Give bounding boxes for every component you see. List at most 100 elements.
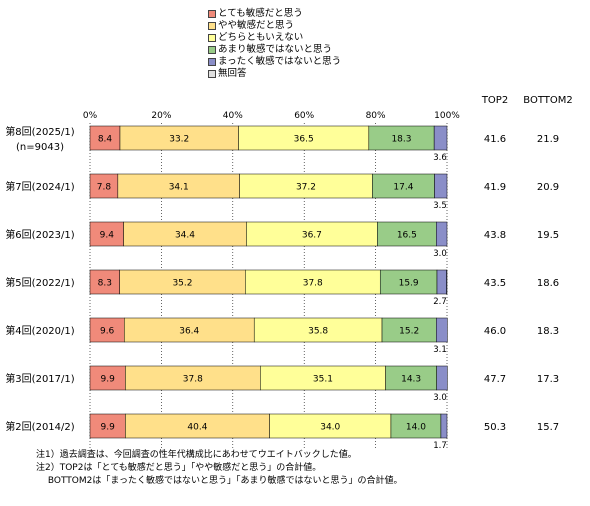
bottom2-value: 18.6 xyxy=(537,278,559,289)
data-label: 9.4 xyxy=(100,231,115,241)
bar-segment xyxy=(436,269,447,295)
top2-value: 41.9 xyxy=(484,182,506,193)
category-label: 第2回(2014/2) xyxy=(5,420,74,433)
data-label: 3.6 xyxy=(433,153,447,163)
bar-segment xyxy=(125,365,261,391)
legend-item: 無回答 xyxy=(208,68,341,80)
top2-value: 41.6 xyxy=(484,134,506,145)
data-label: 37.8 xyxy=(303,279,323,289)
bar-segment xyxy=(89,317,125,343)
legend-label: 無回答 xyxy=(218,68,247,79)
note-3: BOTTOM2は「まったく敏感ではないと思う」「あまり敏感ではないと思う」の合計… xyxy=(36,476,403,486)
data-label: 16.5 xyxy=(397,231,417,241)
data-label: 35.2 xyxy=(172,279,192,289)
note-2: 注2）TOP2は「とても敏感だと思う」「やや敏感だと思う」の合計値。 xyxy=(36,463,322,473)
bar-segment xyxy=(260,365,386,391)
x-tick-label: 0% xyxy=(83,111,98,121)
legend-swatch xyxy=(208,34,216,42)
data-label: 15.9 xyxy=(399,279,419,289)
data-label: 7.8 xyxy=(97,183,112,193)
data-label: 37.2 xyxy=(296,183,316,193)
bar-segment xyxy=(89,221,124,247)
bar-segment xyxy=(377,221,437,247)
legend: とても敏感だと思う やや敏感だと思う どちらともいえない あまり敏感ではないと思… xyxy=(208,8,341,80)
data-label: 3.5 xyxy=(433,201,447,211)
bar-segment xyxy=(436,221,448,247)
category-label: 第8回(2025/1) xyxy=(5,125,74,138)
bar-segment xyxy=(381,317,437,343)
bar-segment xyxy=(436,317,448,343)
data-label: 14.3 xyxy=(401,375,421,385)
bar-segment xyxy=(119,125,239,151)
category-label: 第4回(2020/1) xyxy=(5,324,74,337)
data-label: 18.3 xyxy=(391,135,411,145)
bar-segment xyxy=(436,365,448,391)
legend-label: やや敏感だと思う xyxy=(218,20,295,31)
data-label: 8.4 xyxy=(98,135,113,145)
stacked-bar-chart: 0% 20% 40% 60% 80% 100% TOP2 BOTTOM2 第8回(2025/1)… xyxy=(5,95,573,450)
bar-segment xyxy=(117,173,240,199)
notes: 注1）過去調査は、今回調査の性年代構成比にあわせてウエイトバックした値。 注2）… xyxy=(36,449,403,488)
bottom2-value: 18.3 xyxy=(537,326,559,337)
x-tick-label: 60% xyxy=(294,111,314,121)
category-label: 第7回(2024/1) xyxy=(5,180,74,193)
bar-segment xyxy=(239,173,373,199)
data-label: 9.9 xyxy=(101,423,116,433)
legend-item: まったく敏感ではないと思う xyxy=(208,56,341,68)
data-label: 35.1 xyxy=(313,375,333,385)
data-label: 14.0 xyxy=(406,423,426,433)
data-label: 2.7 xyxy=(433,297,447,307)
category-sublabel: (n=9043) xyxy=(16,142,64,153)
top2-value: 43.8 xyxy=(484,230,506,241)
data-label: 1.7 xyxy=(433,441,447,450)
bar-segment xyxy=(379,269,438,295)
bar-segment xyxy=(385,365,437,391)
data-label: 34.1 xyxy=(169,183,189,193)
x-tick-label: 40% xyxy=(223,111,243,121)
legend-item: とても敏感だと思う xyxy=(208,8,341,20)
legend-label: とても敏感だと思う xyxy=(218,8,303,19)
bar-segment xyxy=(123,221,247,247)
bottom2-value: 20.9 xyxy=(537,182,559,193)
legend-label: あまり敏感ではないと思う xyxy=(218,44,333,55)
category-label: 第6回(2023/1) xyxy=(5,228,74,241)
bar-segment xyxy=(434,173,448,199)
legend-item: あまり敏感ではないと思う xyxy=(208,44,341,56)
note-1: 注1）過去調査は、今回調査の性年代構成比にあわせてウエイトバックした値。 xyxy=(36,450,357,460)
top2-value: 50.3 xyxy=(484,422,506,433)
data-label: 40.4 xyxy=(187,423,207,433)
bottom2-value: 17.3 xyxy=(537,374,559,385)
category-label: 第3回(2017/1) xyxy=(5,372,74,385)
data-label: 35.8 xyxy=(308,327,328,337)
bar-segment xyxy=(119,269,246,295)
data-label: 9.9 xyxy=(101,375,116,385)
legend-swatch xyxy=(208,10,216,18)
top2-value: 47.7 xyxy=(484,374,506,385)
x-tick-label: 100% xyxy=(434,111,460,121)
bar-segment xyxy=(269,413,392,439)
legend-item: やや敏感だと思う xyxy=(208,20,341,32)
bar-segment xyxy=(89,125,121,151)
data-label: 3.0 xyxy=(433,249,447,259)
data-label: 34.0 xyxy=(320,423,340,433)
top2-header: TOP2 xyxy=(481,95,508,106)
data-label: 37.8 xyxy=(183,375,203,385)
legend-swatch xyxy=(208,46,216,54)
bottom2-value: 19.5 xyxy=(537,230,559,241)
data-label: 36.7 xyxy=(302,231,322,241)
legend-item: どちらともいえない xyxy=(208,32,341,44)
top2-value: 46.0 xyxy=(484,326,506,337)
legend-swatch xyxy=(208,22,216,30)
bar-segment xyxy=(238,125,370,151)
bar-segment xyxy=(124,317,255,343)
legend-swatch xyxy=(208,70,216,78)
x-tick-label: 80% xyxy=(366,111,386,121)
category-label: 第5回(2022/1) xyxy=(5,276,74,289)
bar-segment xyxy=(89,173,119,199)
bar-segment xyxy=(89,365,126,391)
data-label: 8.3 xyxy=(98,279,112,289)
data-label: 3.1 xyxy=(433,345,447,355)
data-label: 3.0 xyxy=(433,393,447,403)
bottom2-header: BOTTOM2 xyxy=(523,95,572,106)
top2-value: 43.5 xyxy=(484,278,506,289)
